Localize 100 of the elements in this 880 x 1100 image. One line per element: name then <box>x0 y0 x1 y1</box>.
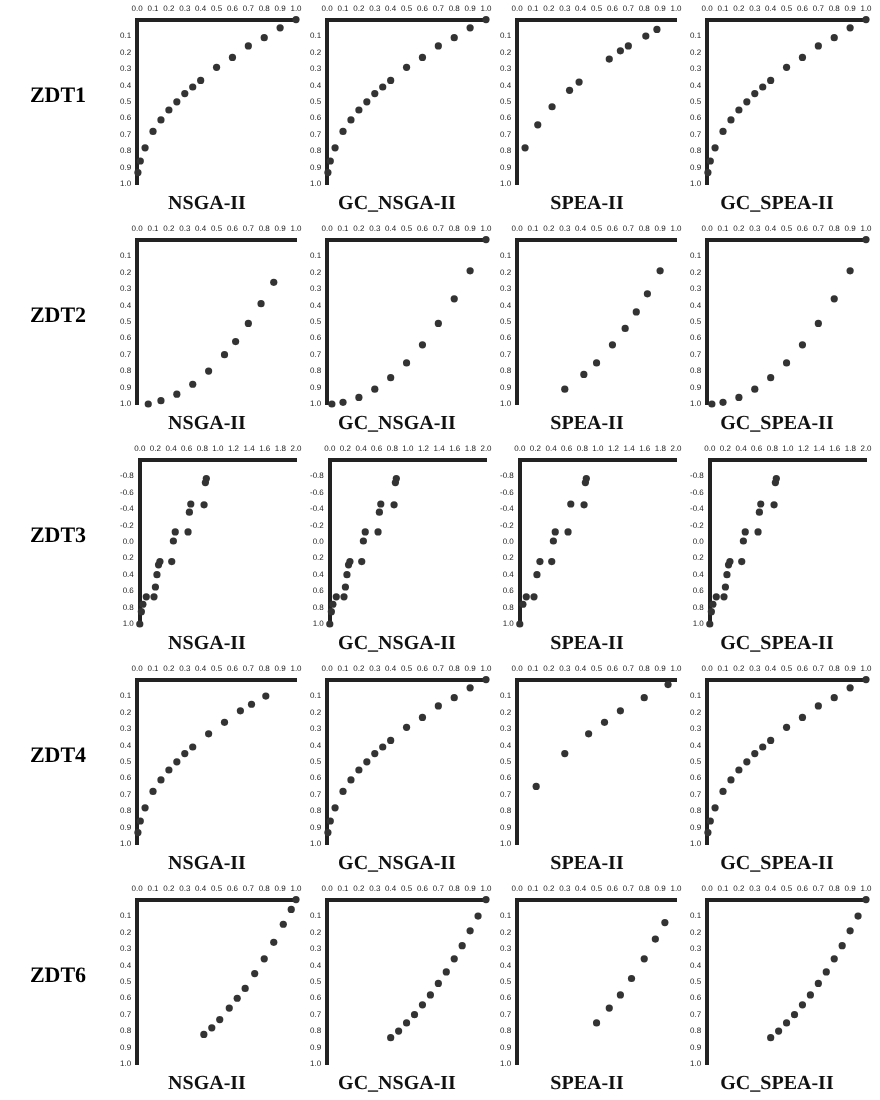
text: GC_NSGA-II <box>338 1073 457 1096</box>
point <box>798 341 807 349</box>
point <box>377 500 385 508</box>
point <box>216 1016 224 1024</box>
point <box>270 278 278 286</box>
point <box>142 593 150 601</box>
point <box>735 766 743 774</box>
point <box>276 24 284 32</box>
point <box>751 89 759 98</box>
point <box>767 374 775 382</box>
point <box>329 600 337 608</box>
point <box>339 398 347 406</box>
point <box>418 53 427 62</box>
point <box>141 804 149 812</box>
point <box>185 508 193 516</box>
point <box>200 1030 208 1039</box>
point <box>806 991 814 999</box>
point <box>862 236 870 244</box>
point <box>466 927 474 935</box>
point <box>567 500 575 508</box>
point <box>466 24 474 32</box>
point <box>184 528 192 536</box>
point <box>228 53 237 62</box>
point <box>653 25 661 34</box>
point <box>605 1004 613 1012</box>
point <box>450 694 458 702</box>
point <box>173 758 181 766</box>
y-axis-title: ZDT1 <box>27 84 89 112</box>
point <box>664 680 672 689</box>
point <box>564 528 572 536</box>
point <box>236 707 244 715</box>
text: NSGA-II <box>168 413 247 436</box>
point <box>814 702 822 710</box>
point <box>371 89 379 98</box>
point <box>846 24 854 32</box>
point <box>727 776 735 784</box>
point <box>292 16 300 24</box>
point <box>134 168 142 177</box>
point <box>466 684 474 692</box>
point <box>208 1024 216 1032</box>
point <box>341 583 350 591</box>
point <box>814 979 822 988</box>
point <box>202 474 210 483</box>
point <box>661 919 669 927</box>
point <box>706 157 714 165</box>
point <box>157 116 165 124</box>
point <box>363 758 371 766</box>
point <box>582 474 590 483</box>
point <box>150 593 158 601</box>
point <box>450 295 458 303</box>
point <box>225 1004 233 1012</box>
point <box>719 127 727 135</box>
text: GC_SPEA-II <box>720 193 834 216</box>
point <box>358 557 366 566</box>
point <box>721 583 730 591</box>
point <box>707 608 715 616</box>
point <box>332 593 340 601</box>
point <box>327 608 335 616</box>
point <box>136 817 144 825</box>
point <box>157 397 165 405</box>
point <box>181 89 189 98</box>
point <box>410 1011 419 1019</box>
point <box>751 385 759 393</box>
point <box>709 600 717 608</box>
point <box>262 692 270 700</box>
point <box>706 620 714 628</box>
point <box>141 144 149 152</box>
point <box>822 968 830 976</box>
point <box>136 157 144 165</box>
point <box>830 34 838 42</box>
text: NSGA-II <box>168 853 247 876</box>
point <box>339 787 347 795</box>
point <box>719 787 727 795</box>
point <box>189 83 197 91</box>
point <box>735 106 743 114</box>
point <box>719 398 727 406</box>
point <box>173 390 181 398</box>
point <box>151 583 160 591</box>
point <box>328 400 336 408</box>
point <box>798 713 807 722</box>
point <box>189 743 197 751</box>
point <box>392 474 400 483</box>
point <box>324 828 332 837</box>
point <box>181 749 189 758</box>
point <box>720 593 728 601</box>
point <box>450 34 458 42</box>
point <box>767 736 775 745</box>
point <box>712 593 720 601</box>
point <box>144 400 152 408</box>
point <box>838 942 846 950</box>
point <box>608 341 617 349</box>
point <box>260 34 268 42</box>
y-axis-title: ZDT3 <box>27 524 89 552</box>
point <box>549 537 557 545</box>
text: GC_NSGA-II <box>338 633 457 656</box>
point <box>340 593 348 601</box>
point <box>205 367 213 375</box>
point <box>830 295 838 303</box>
point <box>643 290 651 298</box>
point <box>782 723 791 731</box>
